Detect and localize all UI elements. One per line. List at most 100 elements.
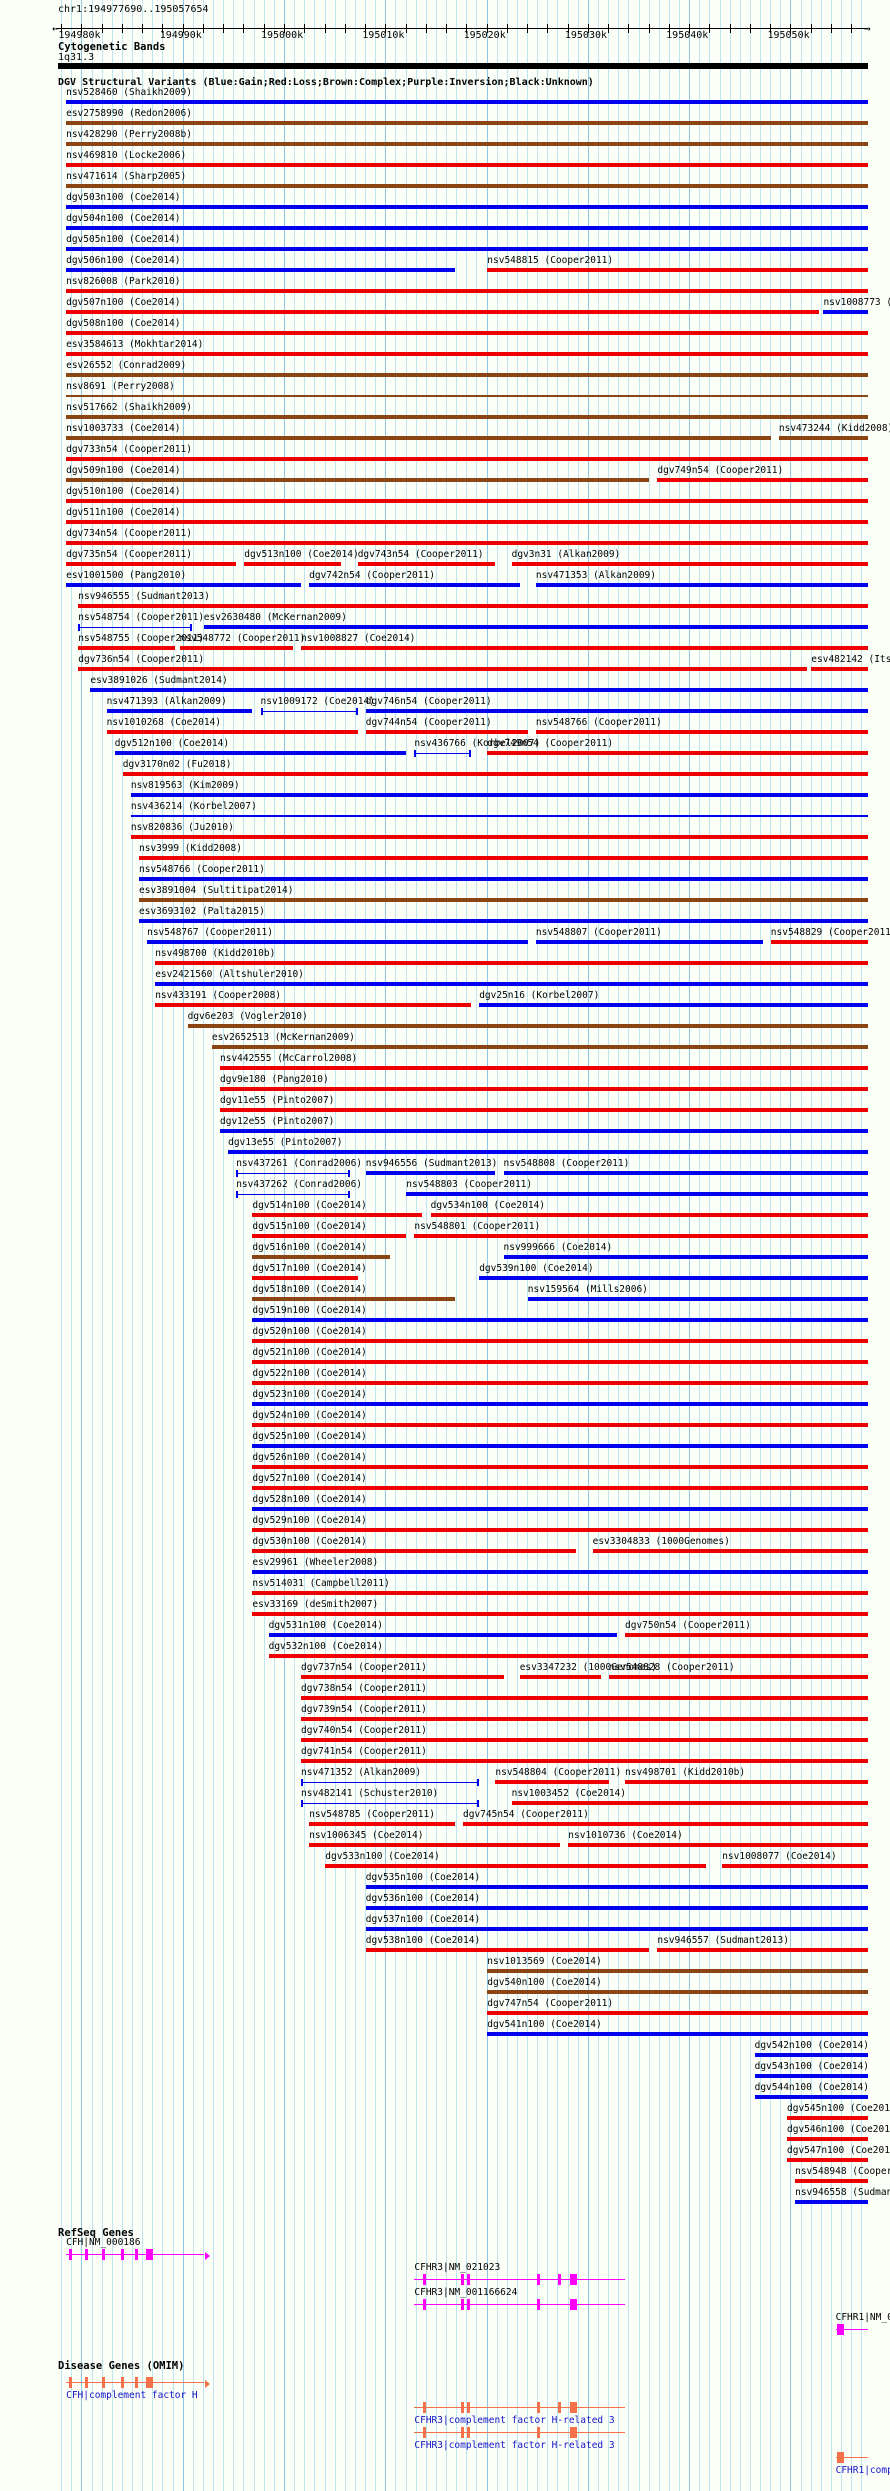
dgv-variant-bar[interactable] <box>309 583 520 587</box>
dgv-variant-feature[interactable]: esv2652513 (McKernan2009) <box>211 1033 868 1054</box>
dgv-variant-bar[interactable] <box>66 121 868 125</box>
dgv-variant-bar[interactable] <box>811 667 868 671</box>
dgv-variant-feature[interactable]: nsv548801 (Cooper2011) <box>414 1222 868 1243</box>
dgv-variant-feature[interactable]: dgv516n100 (Coe2014) <box>252 1243 391 1264</box>
dgv-variant-bar[interactable] <box>203 625 868 629</box>
dgv-variant-feature[interactable]: dgv543n100 (Coe2014) <box>754 2062 869 2083</box>
dgv-variant-feature[interactable]: esv3347232 (1000Genomes) <box>519 1663 657 1684</box>
dgv-variant-feature[interactable]: dgv733n54 (Cooper2011) <box>66 445 868 466</box>
gene-exon-structure[interactable] <box>835 2323 868 2336</box>
dgv-variant-bar[interactable] <box>66 352 868 356</box>
dgv-variant-bar[interactable] <box>608 1675 868 1679</box>
dgv-variant-bar[interactable] <box>365 1927 868 1931</box>
dgv-variant-bar[interactable] <box>325 1864 706 1868</box>
dgv-variant-feature[interactable]: nsv548804 (Cooper2011) <box>495 1768 621 1789</box>
dgv-variant-bar[interactable] <box>301 646 868 650</box>
dgv-variant-bar[interactable] <box>66 310 820 314</box>
dgv-variant-bar[interactable] <box>365 730 528 734</box>
dgv-variant-feature[interactable]: dgv509n100 (Coe2014) <box>66 466 650 487</box>
dgv-variant-bar[interactable] <box>252 1465 868 1469</box>
dgv-variant-feature[interactable]: nsv471352 (Alkan2009) <box>301 1768 480 1789</box>
dgv-variant-bar[interactable] <box>187 1024 868 1028</box>
dgv-variant-feature[interactable]: dgv508n100 (Coe2014) <box>66 319 868 340</box>
dgv-variant-bar[interactable] <box>220 1066 868 1070</box>
dgv-variant-bar[interactable] <box>503 1255 868 1259</box>
dgv-variant-bar[interactable] <box>535 940 763 944</box>
dgv-variant-bar[interactable] <box>78 646 176 650</box>
dgv-variant-bar[interactable] <box>722 1864 868 1868</box>
pan-left-arrow-icon[interactable]: ← <box>52 22 59 35</box>
coordinate-ruler[interactable]: chr1:194977690..195057654 ← → 194980k 194… <box>0 0 890 41</box>
dgv-variant-bar[interactable] <box>487 2011 868 2015</box>
gene-exon-structure[interactable] <box>414 2298 625 2311</box>
gene-exon-structure[interactable] <box>414 2401 625 2414</box>
dgv-variant-feature[interactable]: nsv471393 (Alkan2009) <box>106 697 253 718</box>
dgv-variant-bar[interactable] <box>252 1213 423 1217</box>
dgv-variant-feature[interactable]: nsv548767 (Cooper2011) <box>147 928 528 949</box>
dgv-variant-feature[interactable]: nsv548755 (Cooper2011) <box>78 634 204 655</box>
gene-exon-structure[interactable] <box>414 2426 625 2439</box>
dgv-variant-feature[interactable]: dgv506n100 (Coe2014) <box>66 256 455 277</box>
dgv-variant-feature[interactable]: nsv433191 (Cooper2008) <box>155 991 472 1012</box>
dgv-variant-bar[interactable] <box>66 583 301 587</box>
dgv-variant-bar[interactable] <box>519 1675 601 1679</box>
dgv-variant-bar[interactable] <box>568 1843 868 1847</box>
dgv-variant-bar[interactable] <box>268 1633 617 1637</box>
gene-model[interactable]: CFHR3|NM_001166624 <box>414 2288 625 2313</box>
dgv-variant-bar[interactable] <box>787 2137 868 2141</box>
dgv-variant-bar[interactable] <box>625 1780 868 1784</box>
dgv-variant-feature[interactable]: nsv548766 (Cooper2011) <box>535 718 868 739</box>
dgv-variant-bar[interactable] <box>301 1759 868 1763</box>
dgv-variant-bar[interactable] <box>114 751 407 755</box>
dgv-variant-bar[interactable] <box>770 940 868 944</box>
dgv-variant-feature[interactable]: nsv1010268 (Coe2014) <box>106 718 358 739</box>
dgv-variant-bar[interactable] <box>795 2200 868 2204</box>
gene-exon-structure[interactable] <box>835 2451 868 2464</box>
dgv-variant-bar[interactable] <box>252 1591 868 1595</box>
dgv-variant-bar[interactable] <box>244 562 342 566</box>
dgv-variant-bar[interactable] <box>78 604 868 608</box>
dgv-variant-bar[interactable] <box>365 1171 496 1175</box>
dgv-variant-bar[interactable] <box>106 709 253 713</box>
dgv-variant-bar[interactable] <box>406 1192 868 1196</box>
dgv-variant-feature[interactable]: nsv548948 (Cooper2011) <box>795 2167 890 2188</box>
gene-model[interactable]: CFHR1|complement factor H-related 1 <box>835 2451 890 2476</box>
dgv-variant-feature[interactable]: nsv1006345 (Coe2014) <box>309 1831 561 1852</box>
dgv-variant-feature[interactable]: dgv527n100 (Coe2014) <box>252 1474 868 1495</box>
dgv-variant-feature[interactable]: dgv737n54 (Cooper2011) <box>301 1663 504 1684</box>
dgv-variant-feature[interactable]: dgv747n54 (Cooper2011) <box>487 1999 868 2020</box>
dgv-variant-bar[interactable] <box>535 583 868 587</box>
dgv-variant-bar[interactable] <box>220 1129 868 1133</box>
dgv-variant-bar[interactable] <box>66 395 868 397</box>
cytoband-bar[interactable] <box>58 63 868 69</box>
dgv-variant-bracket[interactable] <box>236 1191 350 1198</box>
dgv-variant-bar[interactable] <box>66 331 868 335</box>
dgv-variant-feature[interactable]: dgv11e55 (Pinto2007) <box>220 1096 868 1117</box>
dgv-variant-bar[interactable] <box>66 142 868 146</box>
dgv-variant-feature[interactable]: dgv749n54 (Cooper2011) <box>487 739 868 760</box>
dgv-variant-bar[interactable] <box>252 1549 577 1553</box>
dgv-variant-feature[interactable]: nsv528460 (Shaikh2009) <box>66 88 868 109</box>
dgv-variant-bar[interactable] <box>66 184 868 188</box>
dgv-variant-feature[interactable]: nsv469810 (Locke2006) <box>66 151 868 172</box>
dgv-variant-feature[interactable]: nsv517662 (Shaikh2009) <box>66 403 868 424</box>
dgv-variant-bar[interactable] <box>252 1570 868 1574</box>
dgv-variant-bar[interactable] <box>155 1003 472 1007</box>
dgv-variant-feature[interactable]: dgv542n100 (Coe2014) <box>754 2041 869 2062</box>
dgv-variant-bar[interactable] <box>139 856 868 860</box>
dgv-variant-feature[interactable]: dgv6e203 (Vogler2010) <box>187 1012 868 1033</box>
dgv-variant-feature[interactable]: esv26552 (Conrad2009) <box>66 361 868 382</box>
dgv-variant-bar[interactable] <box>657 1948 868 1952</box>
dgv-variant-feature[interactable]: nsv1008827 (Coe2014) <box>301 634 868 655</box>
gene-exon-structure[interactable] <box>66 2248 210 2261</box>
dgv-variant-feature[interactable]: esv33169 (deSmith2007) <box>252 1600 868 1621</box>
dgv-variant-feature[interactable]: dgv512n100 (Coe2014) <box>114 739 407 760</box>
dgv-variant-feature[interactable]: nsv1003452 (Coe2014) <box>511 1789 868 1810</box>
dgv-variant-feature[interactable]: dgv514n100 (Coe2014) <box>252 1201 423 1222</box>
dgv-variant-bar[interactable] <box>130 793 868 797</box>
dgv-variant-bar[interactable] <box>66 100 868 104</box>
dgv-variant-bar[interactable] <box>220 1087 868 1091</box>
dgv-variant-bar[interactable] <box>252 1612 868 1616</box>
dgv-variant-feature[interactable]: dgv735n54 (Cooper2011) <box>66 550 237 571</box>
dgv-variant-bar[interactable] <box>155 961 868 965</box>
